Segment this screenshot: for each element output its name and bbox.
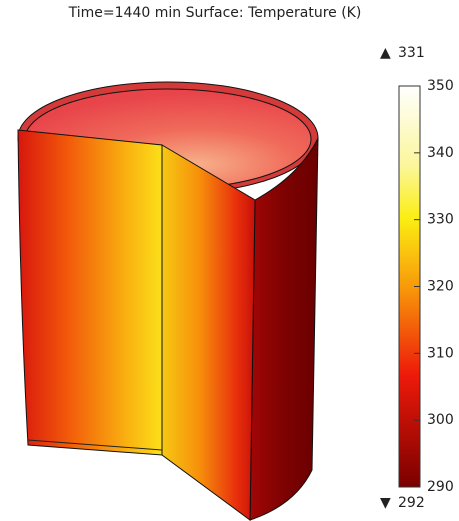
- max-label: 331: [398, 45, 425, 61]
- cut-plane-left: [18, 130, 162, 455]
- tick-label: 310: [427, 345, 454, 361]
- max-marker: ▲: [380, 45, 391, 61]
- tick-label: 340: [427, 145, 454, 161]
- outer-wall: [250, 138, 318, 520]
- cylinder-render: [18, 82, 318, 520]
- min-marker: ▼: [380, 495, 391, 511]
- min-label: 292: [398, 495, 425, 511]
- tick-label: 330: [427, 212, 454, 228]
- tick-label: 300: [427, 412, 454, 428]
- tick-label: 350: [427, 78, 454, 94]
- plot-title: Time=1440 min Surface: Temperature (K): [68, 5, 362, 21]
- cut-plane-right: [162, 145, 255, 520]
- figure: Time=1440 min Surface: Temperature (K) 2…: [0, 0, 459, 521]
- tick-label: 320: [427, 279, 454, 295]
- tick-label: 290: [427, 479, 454, 495]
